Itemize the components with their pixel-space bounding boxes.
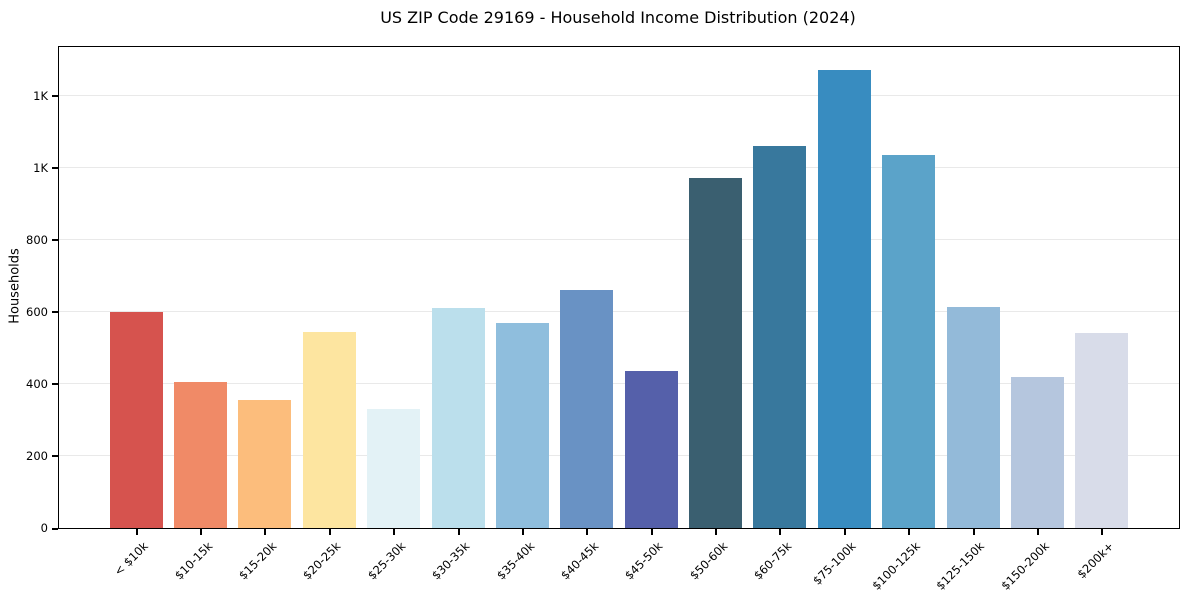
x-tick-mark	[521, 528, 524, 535]
y-tick-label: 400	[26, 376, 48, 391]
x-tick-label: $40-45k	[557, 539, 602, 583]
y-tick-mark	[52, 167, 58, 170]
bar-$60-75k	[753, 146, 807, 528]
y-tick-mark	[52, 527, 58, 530]
x-tick-label: $125-150k	[933, 539, 988, 590]
x-tick-mark	[1036, 528, 1039, 535]
x-tick-label: $50-60k	[686, 539, 730, 583]
y-tick-mark	[52, 455, 58, 458]
x-tick-mark	[200, 528, 203, 535]
y-tick-label: 200	[26, 448, 48, 463]
gridline	[59, 239, 1179, 241]
gridline	[59, 95, 1179, 97]
bar-$150-200k	[1010, 377, 1064, 528]
x-tick-mark	[1101, 528, 1104, 535]
bar-< $10k	[109, 311, 163, 528]
y-tick-label: 600	[26, 304, 48, 319]
bar-$15-20k	[238, 400, 292, 528]
x-tick-label: $200k+	[1074, 539, 1117, 582]
y-tick-label: 800	[26, 232, 48, 247]
x-tick-label: $60-75k	[750, 539, 795, 583]
gridline	[59, 455, 1179, 457]
bar-$100-125k	[882, 155, 936, 528]
y-tick-mark	[52, 95, 58, 98]
bar-$10-15k	[174, 382, 228, 528]
x-tick-label: $15-20k	[235, 539, 280, 583]
x-tick-mark	[264, 528, 267, 535]
x-tick-mark	[843, 528, 846, 535]
x-tick-label: $45-50k	[622, 539, 666, 583]
x-tick-mark	[457, 528, 460, 535]
bar-$200k+	[1075, 333, 1129, 528]
y-tick-mark	[52, 239, 58, 242]
y-tick-label: 0	[40, 521, 48, 535]
x-tick-mark	[650, 528, 653, 535]
x-tick-mark	[135, 528, 138, 535]
x-tick-mark	[586, 528, 589, 535]
gridline	[59, 167, 1179, 169]
x-tick-label: $20-25k	[300, 539, 344, 583]
bar-$50-60k	[689, 177, 743, 528]
bar-$25-30k	[367, 409, 421, 528]
bar-$40-45k	[560, 290, 614, 528]
x-tick-label: $150-200k	[998, 539, 1052, 590]
bar-$35-40k	[495, 322, 549, 528]
y-tick-mark	[52, 311, 58, 314]
bar-$45-50k	[624, 370, 678, 528]
x-tick-mark	[972, 528, 975, 535]
x-tick-mark	[328, 528, 331, 535]
y-tick-label: 1K	[33, 88, 48, 103]
gridline	[59, 383, 1179, 385]
bar-$30-35k	[431, 308, 485, 528]
x-tick-label: $10-15k	[171, 539, 215, 583]
x-tick-label: $35-40k	[493, 539, 537, 583]
plot-area	[58, 46, 1180, 529]
y-tick-label: 1K	[33, 160, 48, 175]
x-tick-label: < $10k	[111, 539, 151, 579]
chart-title: US ZIP Code 29169 - Household Income Dis…	[380, 8, 856, 27]
gridline	[59, 311, 1179, 313]
x-tick-mark	[393, 528, 396, 535]
bar-$20-25k	[302, 331, 356, 528]
bar-$125-150k	[946, 307, 1000, 528]
x-tick-label: $75-100k	[810, 539, 859, 588]
x-tick-label: $25-30k	[364, 539, 409, 583]
x-tick-mark	[908, 528, 911, 535]
x-tick-mark	[779, 528, 782, 535]
bar-$75-100k	[817, 70, 871, 528]
x-tick-mark	[715, 528, 718, 535]
x-tick-label: $100-125k	[869, 539, 924, 590]
y-tick-mark	[52, 383, 58, 386]
x-tick-label: $30-35k	[429, 539, 473, 583]
